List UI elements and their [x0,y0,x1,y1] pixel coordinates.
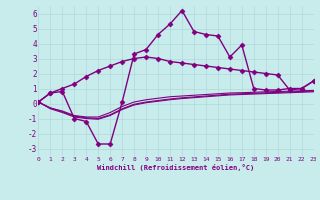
X-axis label: Windchill (Refroidissement éolien,°C): Windchill (Refroidissement éolien,°C) [97,164,255,171]
